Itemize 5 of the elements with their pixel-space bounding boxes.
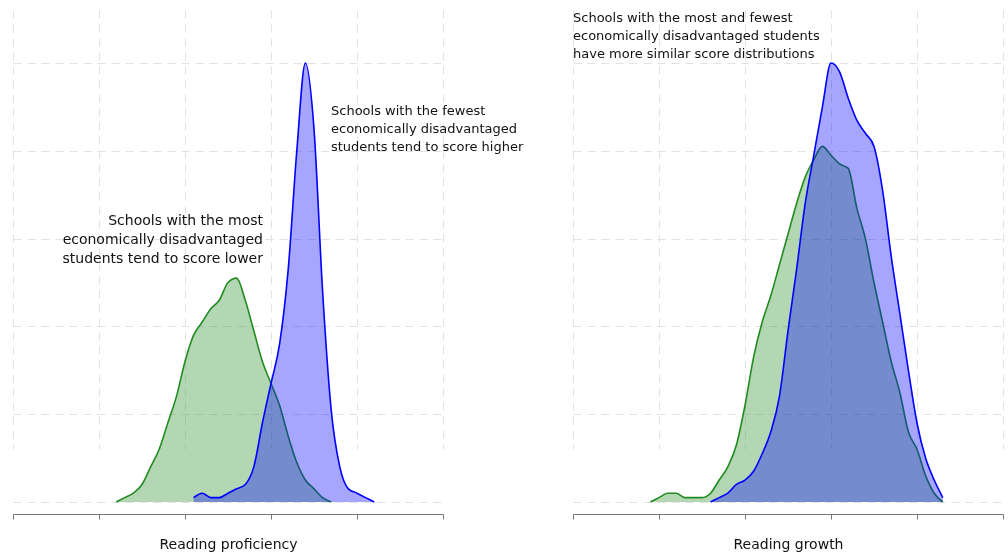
text: Schools with the most and fewest economically disadvantaged students have more similar score distributions	[573, 10, 820, 61]
annotation: Schools with the fewest economically disadvantaged students tend to score higher	[331, 103, 524, 154]
x-axis-title: Reading growth	[733, 536, 844, 552]
annotation: Schools with the most economically disadvantaged students tend to score lower	[62, 212, 264, 266]
x-axis-title: Reading proficiency	[159, 536, 298, 552]
